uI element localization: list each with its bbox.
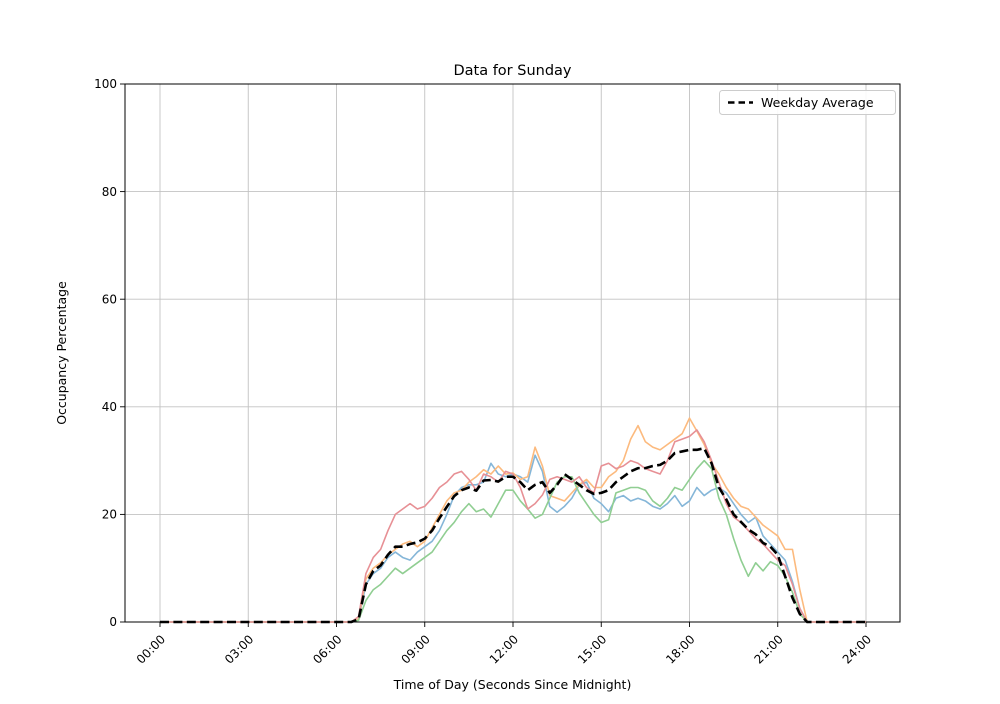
legend-entry-label: Weekday Average bbox=[761, 95, 874, 110]
y-tick-label: 80 bbox=[102, 185, 117, 199]
plot-border bbox=[124, 83, 901, 623]
y-axis-label: Occupancy Percentage bbox=[54, 281, 69, 425]
series-weekday-average bbox=[160, 446, 866, 624]
y-tick-label: 100 bbox=[94, 77, 117, 91]
y-tick-label: 40 bbox=[102, 400, 117, 414]
y-tick-label: 20 bbox=[102, 508, 117, 522]
legend-box bbox=[719, 90, 896, 115]
x-axis-label: Time of Day (Seconds Since Midnight) bbox=[393, 677, 632, 692]
y-tick-label: 0 bbox=[109, 615, 117, 629]
chart-title: Data for Sunday bbox=[453, 63, 571, 79]
legend: Weekday Average bbox=[719, 90, 896, 115]
series-layer bbox=[160, 417, 866, 624]
series-line-4 bbox=[160, 429, 866, 623]
y-tick-label: 60 bbox=[102, 292, 117, 306]
